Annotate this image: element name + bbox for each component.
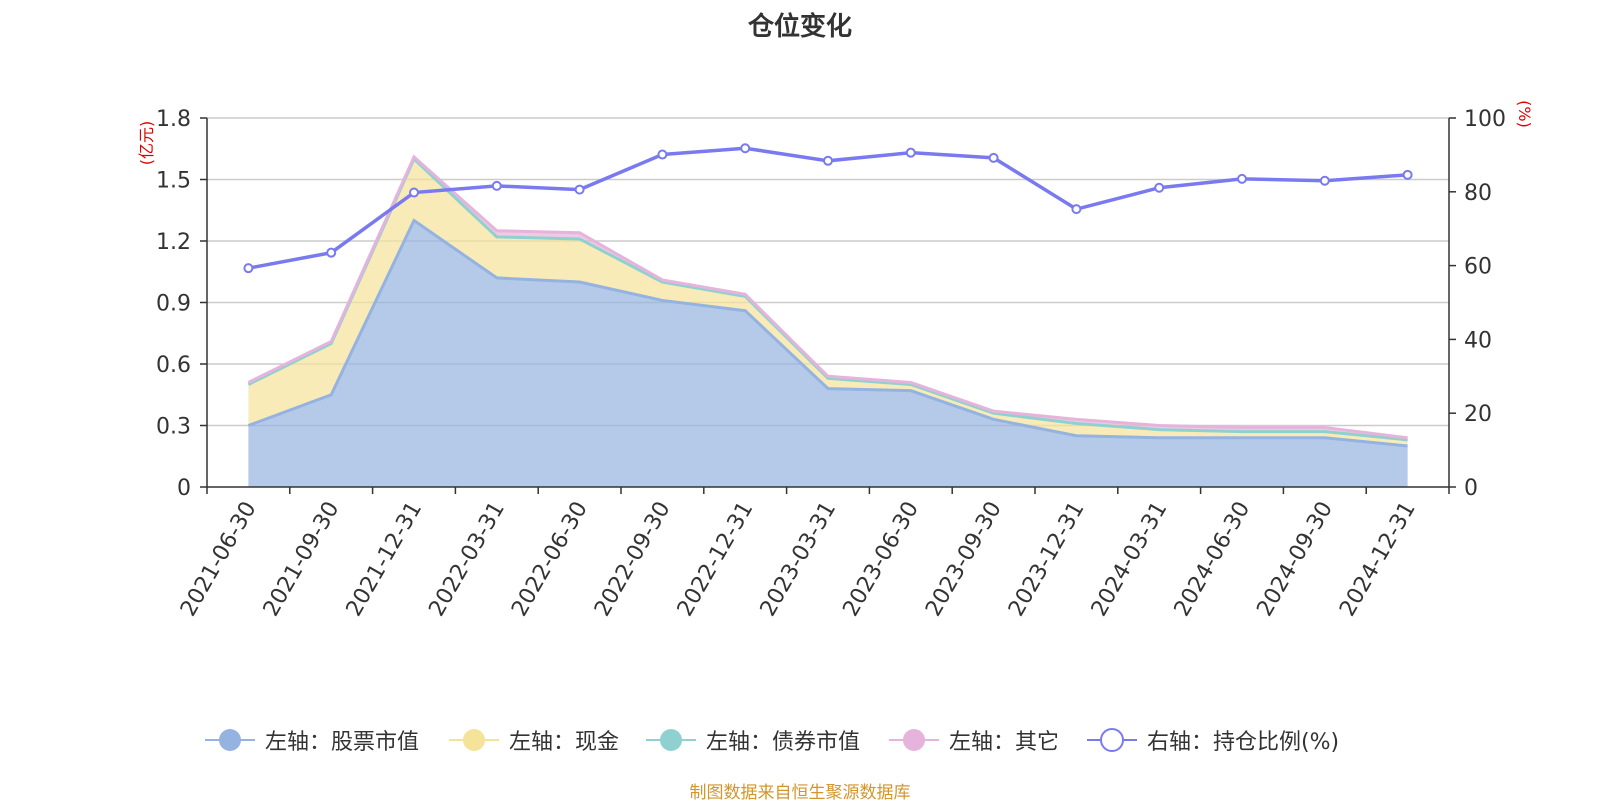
left-tick-label: 1.8 [156,107,191,132]
left-tick-label: 1.2 [156,230,191,255]
x-tick-label: 2022-09-30 [590,498,676,621]
position-ratio-point [1237,173,1247,184]
area-line-2 [247,156,1408,442]
left-tick-label: 0 [177,476,191,501]
x-tick-label: 2022-03-31 [424,498,510,621]
legend-marker-other [889,729,939,751]
right-tick-label: 100 [1464,107,1506,132]
legend-label-position-ratio: 右轴：持仓比例(%) [1147,730,1340,755]
left-tick-label: 0.9 [156,292,191,317]
left-tick-label: 0.3 [156,415,191,440]
left-tick-label: 1.5 [156,169,191,194]
position-ratio-point [1154,182,1165,193]
legend-label-stock: 左轴：股票市值 [265,730,420,755]
position-ratio-point [491,180,502,191]
legend-label-bond: 左轴：债券市值 [706,730,861,755]
x-tick-label: 2022-12-31 [673,498,759,621]
area-fill-0 [248,220,1408,487]
right-tick-label: 20 [1464,402,1492,427]
x-tick-label: 2023-12-31 [1004,498,1090,621]
right-tick-label: 0 [1464,476,1478,501]
legend-item-other[interactable]: 左轴：其它 [889,722,1059,758]
x-tick-label: 2023-09-30 [921,498,1007,621]
x-tick-label: 2024-12-31 [1335,498,1421,621]
data-source-note: 制图数据来自恒生聚源数据库 [689,783,911,803]
right-tick-label: 80 [1464,181,1492,206]
legend-item-stock[interactable]: 左轴：股票市值 [205,722,419,758]
left-axis-unit: (亿元) [137,121,156,166]
position-ratio-point [905,147,916,158]
right-tick-label: 40 [1464,328,1492,353]
legend-label-other: 左轴：其它 [949,730,1060,755]
x-tick-label: 2023-06-30 [838,498,924,621]
legend-marker-cash [449,729,499,751]
position-ratio-point [243,263,254,274]
position-ratio-point [574,184,585,195]
x-tick-label: 2021-06-30 [176,498,262,621]
position-ratio-point [1402,169,1413,180]
position-ratio-point [988,152,999,163]
position-ratio-point [326,247,337,258]
chart-title: 仓位变化 [747,12,852,42]
x-tick-label: 2022-06-30 [507,498,593,621]
x-tick-label: 2023-03-31 [756,498,842,621]
position-ratio-point [823,155,833,166]
legend-label-cash: 左轴：现金 [509,730,620,755]
legend-item-bond[interactable]: 左轴：债券市值 [646,722,860,758]
right-axis-unit: (%) [1515,100,1534,128]
legend-marker-position-ratio [1087,728,1137,752]
legend-marker-stock [205,729,255,751]
legend: 左轴：股票市值 左轴：现金 左轴：债券市值 左轴：其它 右轴：持仓比例(%) [0,722,1600,758]
position-ratio-point [409,187,419,198]
x-tick-label: 2024-09-30 [1252,498,1338,621]
position-ratio-point [1071,204,1082,215]
position-ratio-point [657,149,668,160]
legend-marker-bond [646,729,696,751]
x-tick-label: 2024-03-31 [1087,498,1173,621]
left-tick-label: 0.6 [156,353,191,378]
area-line-0 [247,218,1408,448]
right-tick-label: 60 [1464,255,1492,280]
x-tick-label: 2021-12-31 [342,498,428,621]
position-ratio-point [1319,175,1330,186]
legend-item-cash[interactable]: 左轴：现金 [449,722,619,758]
x-tick-label: 2024-06-30 [1170,498,1256,621]
area-line-3 [247,154,1408,440]
x-tick-label: 2021-09-30 [259,498,345,621]
position-ratio-point [740,143,751,154]
legend-item-position-ratio[interactable]: 右轴：持仓比例(%) [1087,722,1339,758]
